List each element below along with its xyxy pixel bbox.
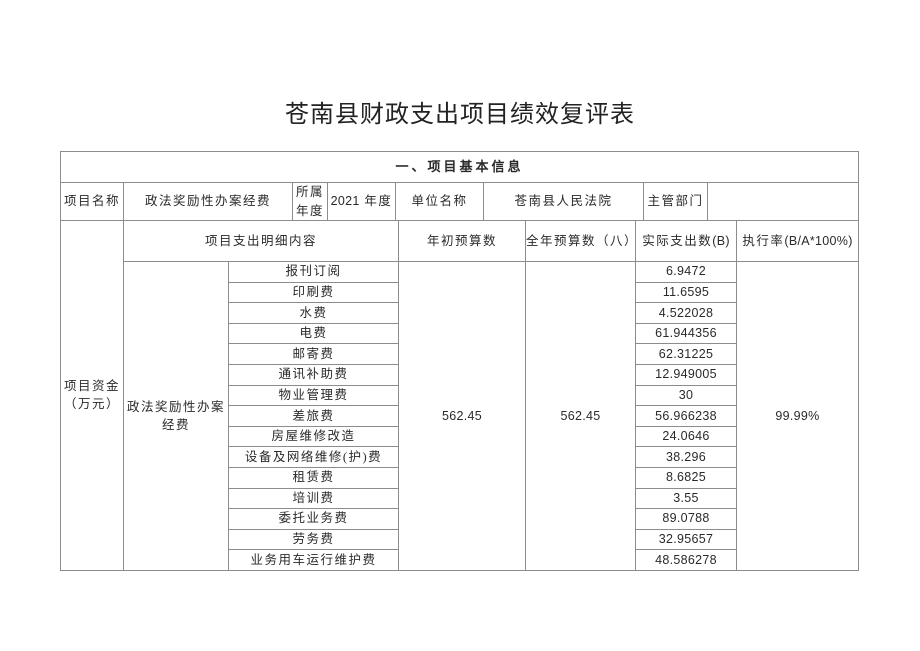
expense-actual: 38.296 [635, 446, 738, 468]
detail-header-row: 项目资金 （万元） 项目支出明细内容 年初预算数 全年预算数（八） 实际支出数(… [60, 220, 860, 571]
project-info-row: 项目名称 政法奖励性办案经费 所属年度 2021 年度 单位名称 苍南县人民法院… [60, 182, 860, 221]
expense-row: 设备及网络维修(护)费 38.296 [61, 446, 859, 468]
expense-row: 差旅费 56.966238 [61, 405, 859, 427]
expense-detail-table: 项目资金 （万元） 项目支出明细内容 年初预算数 全年预算数（八） 实际支出数(… [60, 220, 860, 571]
expense-row: 培训费 3.55 [61, 487, 859, 510]
unit-label: 单位名称 [395, 182, 484, 221]
detail-content-header: 项目支出明细内容 [122, 220, 400, 262]
project-name-value: 政法奖励性办案经费 [123, 182, 293, 221]
budget-initial-header: 年初预算数 [398, 220, 527, 262]
dept-label: 主管部门 [643, 182, 708, 221]
page-title: 苍南县财政支出项目绩效复评表 [285, 102, 635, 128]
expense-actual: 4.522028 [635, 302, 738, 324]
expense-actual: 12.949005 [635, 363, 738, 386]
rate-header: 执行率(B/A*100%) [736, 220, 860, 262]
expense-actual: 6.9472 [635, 261, 738, 283]
group-label-cell: 项目资金 （万元） [60, 220, 124, 571]
year-suffix: 年度 [364, 194, 393, 209]
expense-name: 租赁费 [227, 466, 400, 489]
budget-annual-value: 562.45 [525, 261, 637, 571]
expense-row: 政法奖励性办案经费 报刊订阅 562.45 562.45 6.9472 99.9… [61, 261, 860, 571]
expense-name: 印刷费 [227, 281, 400, 304]
project-name-label: 项目名称 [60, 182, 124, 221]
expense-actual: 8.6825 [635, 466, 738, 489]
expense-name: 邮寄费 [227, 343, 400, 365]
expense-name: 培训费 [227, 487, 400, 510]
expense-name: 电费 [227, 322, 400, 345]
year-value: 2021 年度 [327, 182, 396, 221]
unit-value: 苍南县人民法院 [483, 182, 644, 221]
section-header-row: 一、项目基本信息 [59, 151, 860, 183]
budget-annual-header: 全年预算数（八） [525, 220, 637, 262]
expense-actual: 48.586278 [635, 549, 738, 571]
expense-name: 设备及网络维修(护)费 [227, 446, 400, 468]
expense-actual: 32.95657 [635, 528, 738, 551]
expense-actual: 89.0788 [635, 508, 738, 530]
expense-actual: 3.55 [635, 487, 738, 510]
expense-name: 业务用车运行维护费 [227, 549, 400, 571]
expense-name: 委托业务费 [227, 508, 400, 530]
expense-name: 差旅费 [227, 405, 400, 427]
expense-row: 电费 61.944356 [61, 322, 859, 345]
year-number: 2021 [330, 194, 360, 209]
expense-actual: 61.944356 [635, 322, 738, 345]
year-label: 所属年度 [292, 182, 328, 221]
expense-name: 房屋维修改造 [227, 425, 400, 448]
expense-row: 劳务费 32.95657 [61, 528, 859, 551]
basic-info-table: 一、项目基本信息 项目名称 政法奖励性办案经费 所属年度 2021 年度 单位名… [59, 151, 860, 571]
expense-name: 通讯补助费 [227, 363, 400, 386]
group-label-line2: （万元） [63, 397, 120, 412]
info-header-table: 一、项目基本信息 项目名称 政法奖励性办案经费 所属年度 2021 年度 单位名… [59, 151, 860, 221]
rate-value: 99.99% [736, 261, 860, 571]
actual-header: 实际支出数(B) [635, 220, 738, 262]
expense-row: 委托业务费 89.0788 [61, 508, 859, 530]
expense-row: 房屋维修改造 24.0646 [61, 425, 859, 448]
expense-actual: 56.966238 [635, 405, 738, 427]
category-cell: 政法奖励性办案经费 [123, 261, 229, 571]
expense-actual: 11.6595 [635, 281, 738, 304]
expense-name: 物业管理费 [227, 384, 400, 407]
expense-name: 报刊订阅 [227, 261, 400, 283]
section-header: 一、项目基本信息 [59, 151, 860, 183]
expense-name: 劳务费 [227, 528, 400, 551]
expense-actual: 30 [635, 384, 738, 407]
expense-row: 业务用车运行维护费 48.586278 [61, 549, 859, 571]
expense-actual: 62.31225 [635, 343, 738, 365]
dept-value [706, 182, 860, 221]
budget-initial-value: 562.45 [398, 261, 527, 571]
group-label-line1: 项目资金 [63, 379, 120, 394]
expense-name: 水费 [227, 302, 400, 324]
expense-actual: 24.0646 [635, 425, 738, 448]
expense-row: 租赁费 8.6825 [61, 466, 859, 489]
expense-row: 通讯补助费 12.949005 [61, 363, 859, 386]
